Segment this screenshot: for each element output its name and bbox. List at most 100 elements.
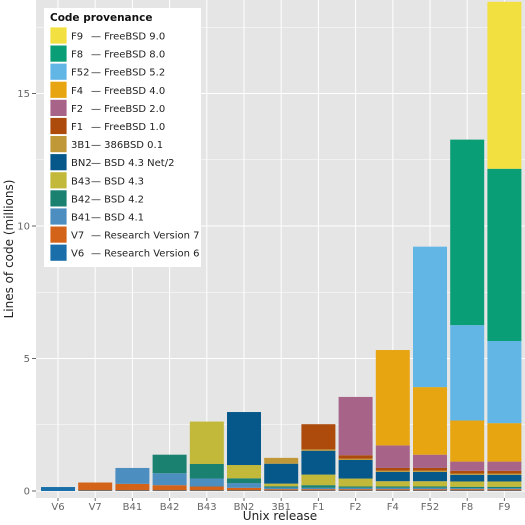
bar-segment-f1-f1: [301, 424, 336, 450]
bar-segment-f4-f1: [375, 467, 410, 471]
bar-segment-b42-b41: [152, 473, 187, 486]
bar-segment-b43-b43: [189, 421, 224, 464]
bar-segment-3b1-v7: [264, 489, 299, 491]
bar-segment-f52-b42: [413, 486, 447, 488]
bar-segment-f9-f1: [487, 470, 522, 474]
y-tick-label: 5: [24, 354, 30, 365]
x-axis: V6 V7 B41 B42 B43 BN2 3B1 F1 F2 F4 F52 F8 F9: [51, 498, 510, 513]
x-tick-label: V7: [89, 502, 102, 513]
bar-segment-f1-b43: [301, 474, 336, 486]
bar-segment-f4-f4: [375, 350, 410, 446]
legend-label-f52: — FreeBSD 5.2: [91, 68, 165, 79]
bar-segment-f2-b43: [338, 478, 373, 487]
bar-segment-f2-b41: [338, 487, 373, 490]
legend-code-bn2: BN2: [71, 158, 92, 169]
bar-segment-f52-3b1: [413, 470, 447, 472]
bar-segment-f1-bn2: [301, 450, 336, 475]
bar-segment-bn2-v6: [227, 490, 261, 491]
legend-code-f1: F1: [71, 122, 83, 133]
bar-segment-f8-b42: [450, 486, 485, 489]
bar-segment-f4-v6: [375, 490, 410, 491]
bar-segment-bn2-v7: [227, 487, 261, 491]
legend-code-b43: B43: [71, 176, 91, 187]
legend-label-3b1: — 386BSD 0.1: [91, 140, 163, 151]
bar-segment-f4-f2: [375, 445, 410, 468]
x-tick-label: F52: [421, 502, 439, 513]
bar-segment-f1-v6: [301, 490, 336, 491]
x-tick-label: F8: [461, 502, 473, 513]
legend-swatch-f1: [49, 117, 68, 135]
bar-segment-f52-f1: [413, 467, 447, 471]
bar-segment-f52-f52: [413, 246, 447, 388]
bar-segment-f52-v7: [413, 489, 447, 491]
bar-segment-f52-f4: [413, 387, 447, 455]
bar-segment-f2-v7: [338, 489, 373, 491]
bar-segment-b42-v7: [152, 485, 187, 491]
legend-swatch-b41: [49, 207, 68, 226]
bar-segment-bn2-bn2: [227, 412, 261, 466]
bar-segment-f1-b42: [301, 485, 336, 488]
bar-segment-bn2-b41: [227, 483, 261, 488]
legend-label-f8: — FreeBSD 8.0: [91, 50, 165, 61]
bar-segment-3b1-b42: [264, 486, 299, 488]
y-tick-label: 0: [24, 487, 30, 498]
x-tick-label: B43: [197, 502, 217, 513]
legend-swatch-bn2: [49, 153, 68, 172]
legend-label-b42: — BSD 4.2: [91, 194, 144, 205]
legend-code-b42: B42: [71, 194, 91, 205]
legend-label-f1: — FreeBSD 1.0: [91, 122, 165, 133]
bar-segment-f1-3b1: [301, 449, 336, 451]
bar-segment-b43-v7: [189, 486, 224, 491]
bar-segment-f4-b43: [375, 481, 410, 487]
bar-segment-f4-b41: [375, 487, 410, 490]
bar-segment-b43-b41: [189, 478, 224, 487]
bar-segment-f8-f4: [450, 420, 485, 462]
y-axis: 0 5 10 15: [17, 89, 36, 498]
legend-code-b41: B41: [71, 213, 91, 224]
bar-segment-f2-b42: [338, 486, 373, 488]
bar-segment-f1-v7: [301, 489, 336, 491]
bar-segment-3b1-b41: [264, 487, 299, 490]
legend-code-v7: V7: [71, 231, 84, 242]
legend-swatch-v6: [49, 243, 68, 262]
bar-segment-f52-b41: [413, 487, 447, 490]
bar-segment-3b1-bn2: [264, 463, 299, 484]
bar-segment-b42-b42: [152, 454, 187, 474]
legend-swatch-b42: [49, 189, 68, 208]
x-axis-title: Unix release: [243, 509, 317, 523]
x-tick-label: B41: [123, 502, 143, 513]
bar-segment-bn2-b43: [227, 465, 261, 479]
bar-segment-f4-v7: [375, 489, 410, 491]
x-tick-label: F4: [387, 502, 399, 513]
bar-segment-3b1-3b1: [264, 457, 299, 464]
legend-swatch-f52: [49, 62, 68, 81]
bar-segment-f2-v6: [338, 490, 373, 491]
bar-segment-b43-v6: [189, 490, 224, 491]
bar-segment-f8-f1: [450, 470, 485, 474]
bar-segment-f52-b43: [413, 481, 447, 487]
x-tick-label: F9: [498, 502, 510, 513]
legend-swatch-f8: [49, 44, 68, 63]
legend-label-b43: — BSD 4.3: [91, 176, 144, 187]
x-tick-label: F1: [312, 502, 324, 513]
legend-swatch-f9: [49, 26, 68, 45]
bar-segment-3b1-v6: [264, 490, 299, 491]
legend-code-f52: F52: [71, 68, 89, 79]
bar-segment-b41-b41: [115, 467, 150, 484]
legend-title: Code provenance: [50, 12, 152, 24]
bar-segment-f52-v6: [413, 490, 447, 491]
legend-code-f4: F4: [71, 86, 83, 97]
legend-swatch-f2: [49, 99, 68, 117]
bar-segment-b42-v6: [152, 490, 187, 491]
bar-segment-f9-f52: [487, 341, 522, 424]
bar-segment-3b1-b43: [264, 483, 299, 487]
legend-swatch-3b1: [49, 135, 68, 154]
bar-segment-f8-f8: [450, 139, 485, 326]
legend-label-f4: — FreeBSD 4.0: [91, 86, 165, 97]
bar-segment-f8-v6: [450, 490, 485, 491]
bar-segment-f9-f8: [487, 168, 522, 342]
legend-code-3b1: 3B1: [71, 140, 91, 151]
y-tick-label: 10: [17, 222, 30, 233]
bar-segment-f2-f1: [338, 455, 373, 459]
bar-segment-f8-f2: [450, 461, 485, 471]
